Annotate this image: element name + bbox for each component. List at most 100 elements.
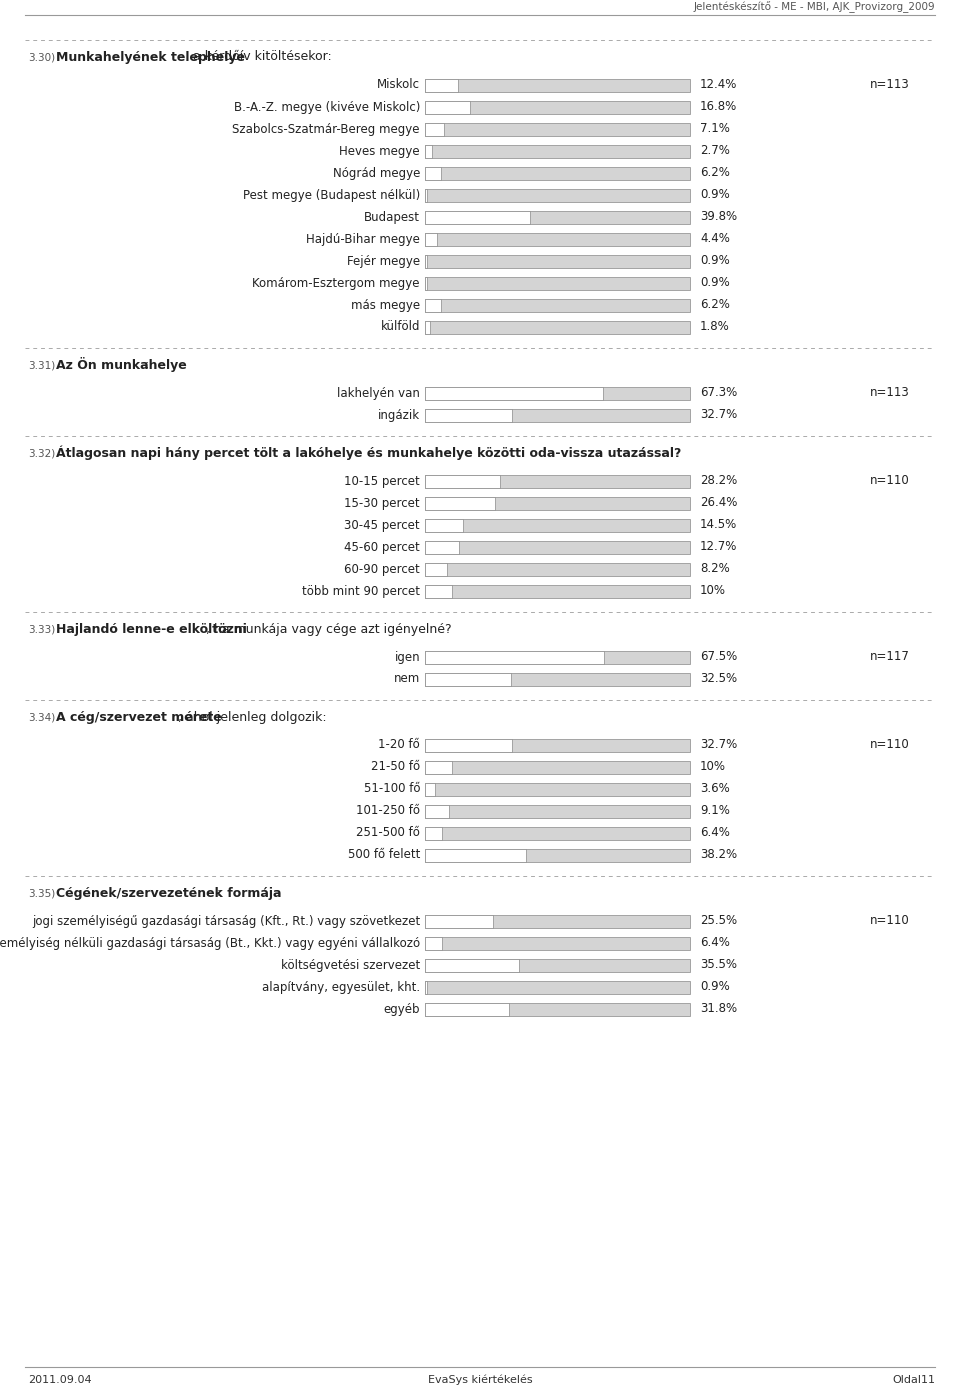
Text: 1-20 fő: 1-20 fő <box>378 738 420 752</box>
Text: 0.9%: 0.9% <box>700 254 730 268</box>
Bar <box>425 540 459 554</box>
Text: 16.8%: 16.8% <box>700 100 737 113</box>
Bar <box>425 540 690 554</box>
Bar <box>425 78 458 92</box>
Text: 9.1%: 9.1% <box>700 805 730 817</box>
Text: 60-90 percet: 60-90 percet <box>345 562 420 576</box>
Bar <box>425 848 526 862</box>
Bar <box>425 166 690 180</box>
Bar <box>425 100 690 113</box>
Text: 35.5%: 35.5% <box>700 958 737 971</box>
Text: 67.5%: 67.5% <box>700 650 737 664</box>
Bar <box>425 123 444 135</box>
Bar <box>425 519 690 531</box>
Bar <box>425 276 690 290</box>
Text: 3.35): 3.35) <box>28 889 56 898</box>
Text: 0.9%: 0.9% <box>700 981 730 993</box>
Text: 32.7%: 32.7% <box>700 738 737 752</box>
Bar <box>425 276 427 290</box>
Text: Hajlandó lenne-e elköltözni: Hajlandó lenne-e elköltözni <box>56 622 247 636</box>
Text: 1.8%: 1.8% <box>700 321 730 333</box>
Text: 101-250 fő: 101-250 fő <box>356 805 420 817</box>
Text: ingázik: ingázik <box>378 409 420 421</box>
Bar <box>425 188 690 201</box>
Bar <box>425 123 690 135</box>
Bar <box>425 958 690 971</box>
Text: 4.4%: 4.4% <box>700 233 730 246</box>
Bar <box>425 672 690 685</box>
Text: n=110: n=110 <box>870 915 910 928</box>
Bar <box>425 254 690 268</box>
Bar <box>425 386 690 399</box>
Bar <box>425 958 519 971</box>
Text: 6.4%: 6.4% <box>700 936 730 950</box>
Text: 500 fő felett: 500 fő felett <box>348 848 420 862</box>
Text: 2.7%: 2.7% <box>700 145 730 158</box>
Text: Szabolcs-Szatmár-Bereg megye: Szabolcs-Szatmár-Bereg megye <box>232 123 420 135</box>
Bar <box>425 321 690 333</box>
Text: , ha munkája vagy cége azt igényelné?: , ha munkája vagy cége azt igényelné? <box>205 622 451 636</box>
Text: 3.6%: 3.6% <box>700 783 730 795</box>
Text: a kérdőív kitöltésekor:: a kérdőív kitöltésekor: <box>189 50 332 64</box>
Bar <box>425 650 604 664</box>
Bar <box>425 409 690 421</box>
Text: n=110: n=110 <box>870 474 910 487</box>
Text: 6.2%: 6.2% <box>700 299 730 311</box>
Bar <box>425 166 442 180</box>
Text: 3.32): 3.32) <box>28 448 56 458</box>
Text: 14.5%: 14.5% <box>700 519 737 531</box>
Text: :: : <box>145 359 149 371</box>
Text: 3.31): 3.31) <box>28 360 56 370</box>
Text: 39.8%: 39.8% <box>700 211 737 223</box>
Text: Pest megye (Budapest nélkül): Pest megye (Budapest nélkül) <box>243 188 420 201</box>
Text: Oldal11: Oldal11 <box>892 1375 935 1385</box>
Bar <box>425 519 464 531</box>
Bar <box>425 981 690 993</box>
Bar <box>425 936 442 950</box>
Text: 10%: 10% <box>700 585 726 597</box>
Text: 251-500 fő: 251-500 fő <box>356 826 420 840</box>
Bar <box>425 497 690 509</box>
Text: alapítvány, egyesület, kht.: alapítvány, egyesület, kht. <box>262 981 420 993</box>
Text: 2011.09.04: 2011.09.04 <box>28 1375 91 1385</box>
Bar <box>425 783 435 795</box>
Bar <box>425 386 603 399</box>
Bar <box>425 915 492 928</box>
Bar <box>425 562 446 576</box>
Text: Az Ön munkahelye: Az Ön munkahelye <box>56 357 187 372</box>
Text: 30-45 percet: 30-45 percet <box>345 519 420 531</box>
Text: 6.2%: 6.2% <box>700 166 730 180</box>
Text: jogi személyiségű gazdasági társaság (Kft., Rt.) vagy szövetkezet: jogi személyiségű gazdasági társaság (Kf… <box>32 915 420 928</box>
Text: 6.4%: 6.4% <box>700 826 730 840</box>
Text: 3.33): 3.33) <box>28 624 56 633</box>
Text: egyéb: egyéb <box>383 1003 420 1016</box>
Bar <box>425 474 690 487</box>
Bar <box>425 738 690 752</box>
Bar <box>425 211 531 223</box>
Text: 28.2%: 28.2% <box>700 474 737 487</box>
Text: Fejér megye: Fejér megye <box>347 254 420 268</box>
Text: 15-30 percet: 15-30 percet <box>345 497 420 509</box>
Bar <box>425 672 511 685</box>
Bar <box>425 981 427 993</box>
Bar <box>425 299 690 311</box>
Bar <box>425 321 430 333</box>
Bar <box>425 826 442 840</box>
Text: más megye: más megye <box>350 299 420 311</box>
Bar <box>425 254 427 268</box>
Bar <box>425 299 442 311</box>
Bar <box>425 409 512 421</box>
Text: 10%: 10% <box>700 760 726 773</box>
Text: 45-60 percet: 45-60 percet <box>345 540 420 554</box>
Text: több mint 90 percet: több mint 90 percet <box>302 585 420 597</box>
Text: külföld: külföld <box>380 321 420 333</box>
Text: 31.8%: 31.8% <box>700 1003 737 1016</box>
Text: 12.4%: 12.4% <box>700 78 737 92</box>
Text: nem: nem <box>394 672 420 685</box>
Bar <box>425 936 690 950</box>
Text: 12.7%: 12.7% <box>700 540 737 554</box>
Text: B.-A.-Z. megye (kivéve Miskolc): B.-A.-Z. megye (kivéve Miskolc) <box>233 100 420 113</box>
Text: 67.3%: 67.3% <box>700 386 737 399</box>
Bar <box>425 211 690 223</box>
Text: 3.34): 3.34) <box>28 711 56 723</box>
